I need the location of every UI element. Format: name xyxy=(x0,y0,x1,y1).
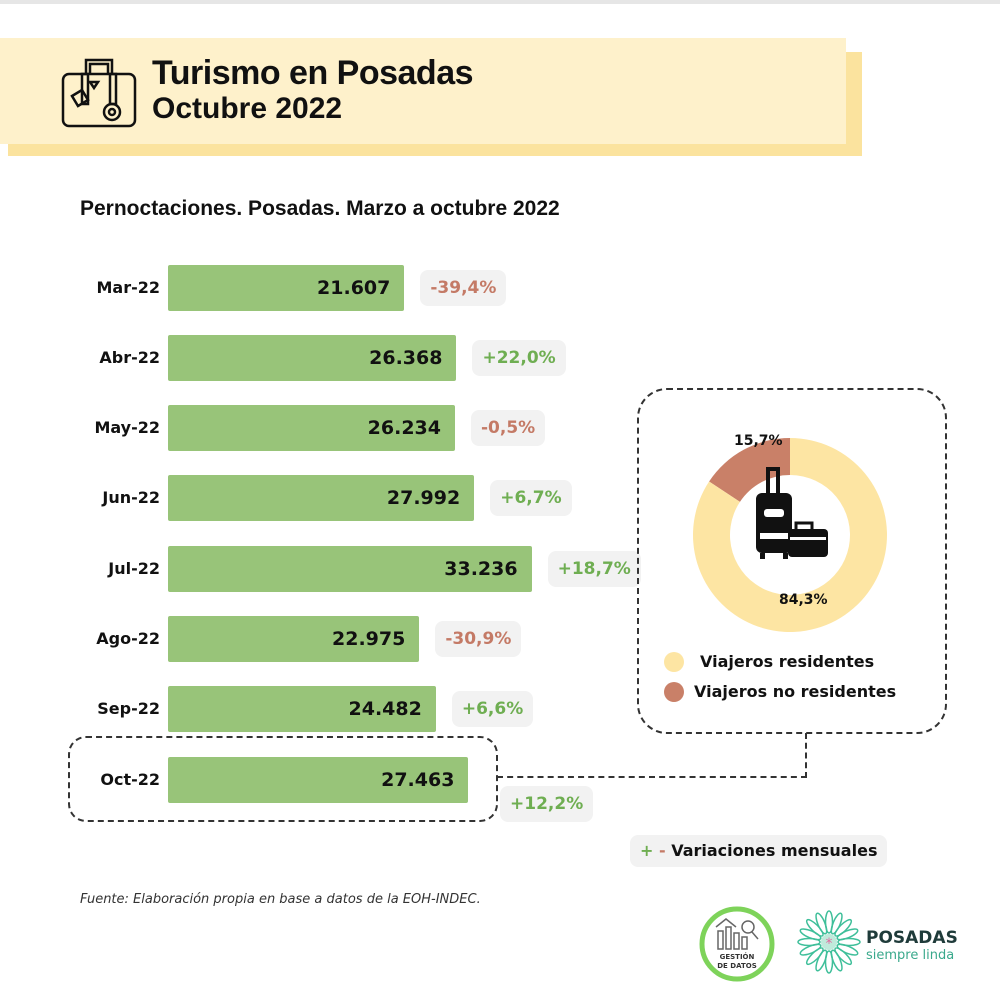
plus-sign: + xyxy=(640,841,654,860)
bar-category-label: May-22 xyxy=(94,418,160,437)
chart-title: Pernoctaciones. Posadas. Marzo a octubre… xyxy=(80,197,560,220)
highlight-box-oct xyxy=(68,736,498,822)
connector-line xyxy=(497,776,807,778)
legend-resident: Viajeros residentes xyxy=(700,652,875,671)
variation-badge: +6,7% xyxy=(490,480,572,516)
donut-chart xyxy=(693,438,887,632)
bar-may-22: 26.234 xyxy=(168,405,455,451)
bar-value-label: 33.236 xyxy=(444,558,518,580)
top-border xyxy=(0,0,1000,4)
connector-line-vertical xyxy=(805,733,807,778)
page-title: Turismo en Posadas xyxy=(152,54,474,92)
page-subtitle: Octubre 2022 xyxy=(152,92,343,125)
bar-sep-22: 24.482 xyxy=(168,686,436,732)
donut-label-resident: 84,3% xyxy=(779,592,828,608)
bar-jun-22: 27.992 xyxy=(168,475,475,521)
donut-slice xyxy=(693,438,887,632)
bar-value-label: 21.607 xyxy=(317,277,391,299)
bar-value-label: 27.992 xyxy=(386,487,461,509)
variation-badge: -30,9% xyxy=(435,621,522,657)
posadas-logo-subtitle: siempre linda xyxy=(866,948,955,963)
variation-legend-label: Variaciones mensuales xyxy=(671,841,878,860)
variation-badge: +18,7% xyxy=(547,551,641,587)
luggage-icon xyxy=(756,467,828,559)
variation-legend: + - Variaciones mensuales xyxy=(630,835,888,867)
bar-category-label: Mar-22 xyxy=(96,278,160,297)
variation-badge: -0,5% xyxy=(470,410,546,446)
minus-sign: - xyxy=(658,841,666,860)
bar-ago-22: 22.975 xyxy=(168,616,420,662)
bar-jul-22: 33.236 xyxy=(168,546,532,592)
svg-text:DE DATOS: DE DATOS xyxy=(717,962,756,970)
bar-value-label: 26.368 xyxy=(369,347,443,369)
bar-category-label: Oct-22 xyxy=(100,770,160,789)
posadas-logo-title: POSADAS xyxy=(866,928,958,948)
bar-value-label: 24.482 xyxy=(348,698,422,720)
bar-category-label: Sep-22 xyxy=(97,699,160,718)
donut-panel xyxy=(637,388,947,734)
donut-label-nonresident: 15,7% xyxy=(734,433,783,449)
variation-badge: -39,4% xyxy=(420,270,507,306)
variation-badge: +12,2% xyxy=(500,786,594,822)
legend-dot-nonresident xyxy=(664,682,684,702)
bar-category-label: Jun-22 xyxy=(102,488,160,507)
bar-oct-22: 27.463 xyxy=(168,757,469,803)
legend-dot-resident xyxy=(664,652,684,672)
bar-mar-22: 21.607 xyxy=(168,265,405,311)
source-note: Fuente: Elaboración propia en base a dat… xyxy=(80,892,481,907)
bar-category-label: Ago-22 xyxy=(96,629,160,648)
bar-abr-22: 26.368 xyxy=(168,335,457,381)
variation-badge: +6,6% xyxy=(451,691,534,727)
header-banner xyxy=(0,38,846,144)
donut-slice xyxy=(709,438,790,502)
svg-text:*: * xyxy=(826,936,833,952)
variation-badge: +22,0% xyxy=(472,340,566,376)
suitcase-icon xyxy=(61,58,137,128)
gestion-de-datos-logo: GESTIÓN DE DATOS xyxy=(699,906,775,982)
svg-text:GESTIÓN: GESTIÓN xyxy=(720,952,755,961)
legend-nonresident: Viajeros no residentes xyxy=(694,682,897,701)
bar-category-label: Abr-22 xyxy=(99,348,160,367)
bar-value-label: 26.234 xyxy=(367,417,441,439)
posadas-flower-logo: * xyxy=(797,910,861,974)
bar-value-label: 22.975 xyxy=(332,628,406,650)
bar-category-label: Jul-22 xyxy=(108,559,160,578)
bar-value-label: 27.463 xyxy=(381,769,455,791)
